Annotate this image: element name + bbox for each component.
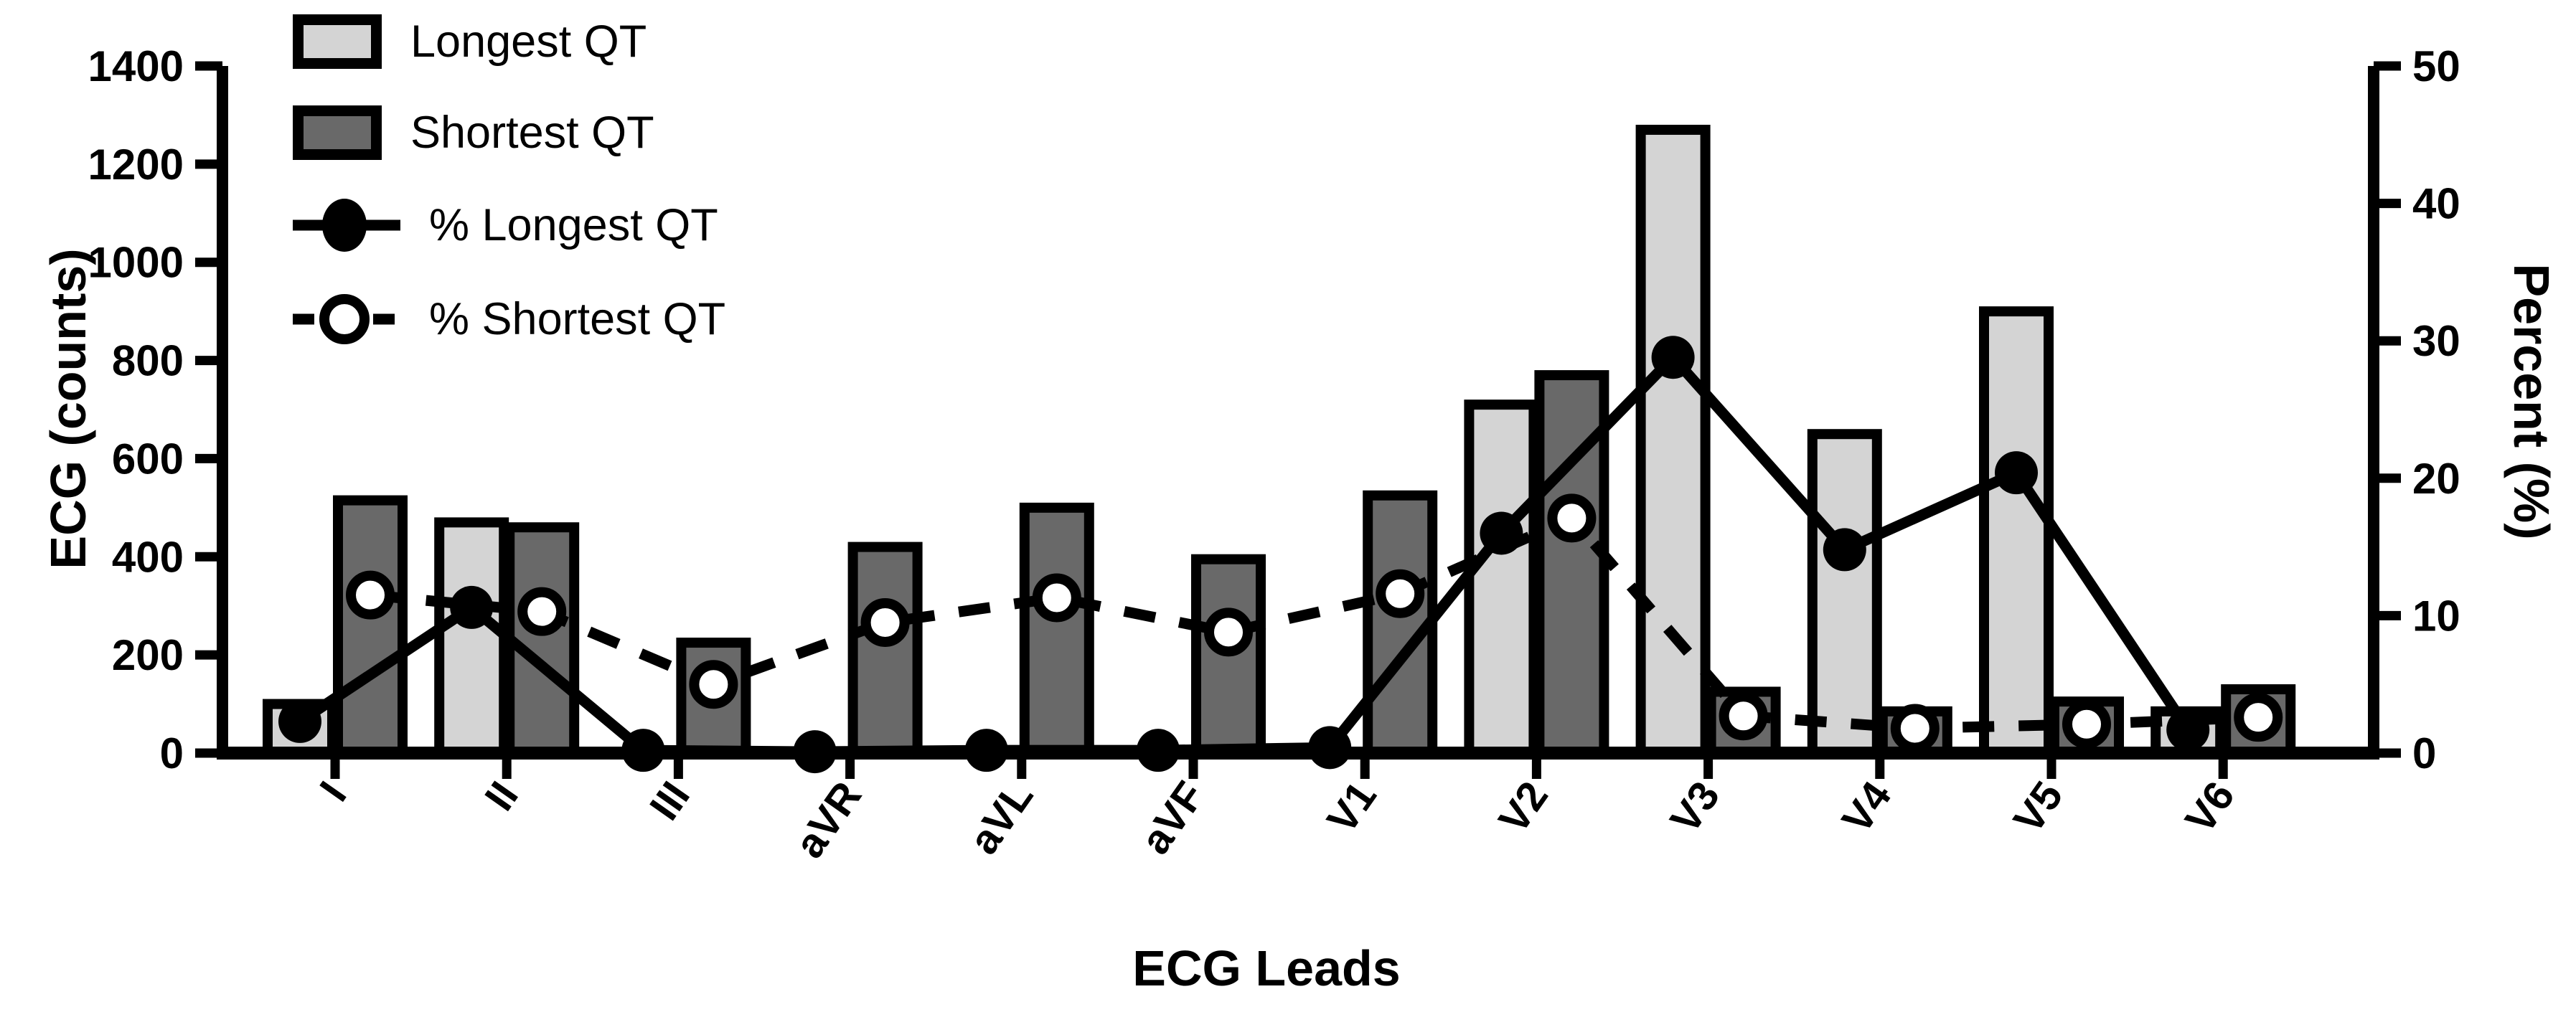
point-pct-shortest-V5 bbox=[2062, 699, 2111, 749]
point-pct-longest-I bbox=[278, 699, 321, 743]
point-pct-shortest-II bbox=[517, 587, 567, 636]
point-pct-longest-II bbox=[450, 585, 494, 629]
right-axis-tick-label: 40 bbox=[2412, 180, 2460, 228]
left-axis-tick-label: 400 bbox=[112, 533, 184, 581]
legend-item-pct-shortest-qt: % Shortest QT bbox=[293, 290, 725, 348]
point-pct-longest-V5 bbox=[1995, 451, 2038, 495]
line-pct-longest bbox=[296, 349, 2193, 757]
legend-label: % Longest QT bbox=[429, 199, 718, 250]
bar-longest-V5 bbox=[1979, 306, 2054, 758]
left-axis-tick-label: 1200 bbox=[88, 141, 184, 189]
line-pct-shortest bbox=[370, 511, 2259, 734]
x-axis-category-label-aVF: aVF bbox=[1132, 773, 1213, 862]
longest-qt-swatch-icon bbox=[293, 14, 382, 69]
left-axis-tick-label: 600 bbox=[112, 435, 184, 483]
x-axis-category-label-II: II bbox=[476, 773, 527, 819]
x-axis-category-label-V1: V1 bbox=[1318, 773, 1386, 841]
x-axis-category-label-V4: V4 bbox=[1833, 773, 1901, 841]
left-axis-tick-label: 0 bbox=[160, 729, 184, 777]
point-pct-longest-aVF bbox=[1137, 729, 1180, 772]
left-axis-tick-label: 800 bbox=[112, 337, 184, 385]
point-pct-longest-V4 bbox=[1823, 528, 1866, 572]
point-pct-shortest-V4 bbox=[1890, 704, 1940, 753]
point-pct-shortest-V1 bbox=[1376, 569, 1425, 618]
point-pct-shortest-V6 bbox=[2234, 693, 2283, 742]
point-pct-shortest-I bbox=[346, 570, 395, 620]
right-axis-tick-label: 20 bbox=[2412, 455, 2460, 503]
legend-item-shortest-qt: Shortest QT bbox=[293, 105, 725, 160]
point-pct-longest-V3 bbox=[1651, 336, 1695, 379]
legend: Longest QT Shortest QT % Longest QT % Sh… bbox=[293, 14, 725, 348]
left-axis-tick-label: 1400 bbox=[88, 42, 184, 90]
right-axis-tick-label: 10 bbox=[2412, 592, 2460, 640]
right-axis-tick-label: 30 bbox=[2412, 317, 2460, 365]
left-axis-title: ECG (counts) bbox=[40, 248, 96, 569]
legend-item-pct-longest-qt: % Longest QT bbox=[293, 197, 725, 254]
x-axis-category-label-V3: V3 bbox=[1661, 773, 1729, 841]
open-circle-dashed-line-icon bbox=[293, 294, 400, 344]
point-pct-shortest-aVR bbox=[860, 597, 910, 647]
legend-label: % Shortest QT bbox=[429, 293, 726, 344]
bar-shortest-aVR bbox=[847, 542, 923, 758]
x-axis-category-label-V6: V6 bbox=[2176, 773, 2244, 841]
x-axis-category-label-V5: V5 bbox=[2005, 773, 2072, 841]
point-pct-shortest-V2 bbox=[1547, 493, 1597, 543]
legend-label: Longest QT bbox=[410, 16, 647, 67]
legend-label: Shortest QT bbox=[410, 107, 654, 158]
x-axis-category-label-aVL: aVL bbox=[960, 773, 1042, 862]
point-pct-shortest-aVL bbox=[1032, 573, 1081, 623]
bar-longest-V2 bbox=[1464, 399, 1539, 759]
left-axis-tick-label: 200 bbox=[112, 631, 184, 679]
bar-longest-V3 bbox=[1635, 124, 1711, 758]
point-pct-longest-aVR bbox=[793, 730, 837, 774]
point-pct-longest-V1 bbox=[1308, 726, 1352, 770]
x-axis-category-label-V2: V2 bbox=[1490, 773, 1557, 841]
point-pct-longest-III bbox=[621, 729, 665, 772]
x-axis-title: ECG Leads bbox=[1132, 940, 1401, 996]
shortest-qt-swatch-icon bbox=[293, 105, 382, 160]
left-axis-tick-label: 1000 bbox=[88, 239, 184, 287]
bar-longest-II bbox=[434, 517, 509, 759]
filled-circle-line-icon bbox=[293, 199, 400, 252]
point-pct-shortest-III bbox=[689, 660, 738, 709]
point-pct-shortest-aVF bbox=[1204, 607, 1253, 657]
bar-shortest-I bbox=[333, 495, 408, 758]
bar-shortest-aVL bbox=[1019, 502, 1094, 758]
right-axis-tick-label: 50 bbox=[2412, 42, 2460, 90]
x-axis-category-label-III: III bbox=[641, 773, 699, 828]
x-axis-category-label-aVR: aVR bbox=[786, 773, 870, 866]
point-pct-longest-aVL bbox=[964, 729, 1008, 772]
bar-longest-V4 bbox=[1807, 429, 1882, 758]
legend-item-longest-qt: Longest QT bbox=[293, 14, 725, 69]
right-axis-tick-label: 0 bbox=[2412, 729, 2436, 777]
right-axis-title: Percent (%) bbox=[2504, 263, 2559, 540]
point-pct-shortest-V3 bbox=[1719, 691, 1768, 741]
